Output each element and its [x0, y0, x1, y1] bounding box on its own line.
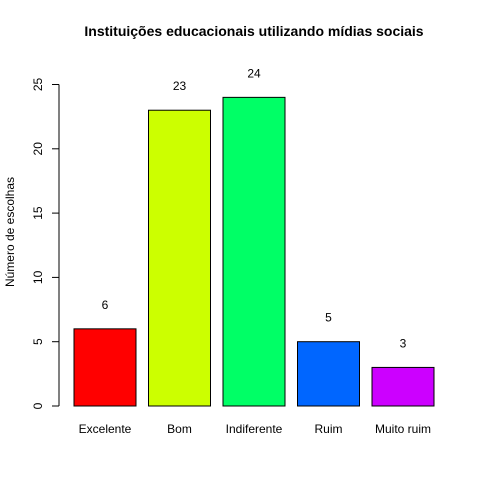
bar — [371, 366, 435, 407]
bar — [148, 109, 211, 407]
category-label: Muito ruim — [375, 422, 431, 436]
y-tick-label: 10 — [31, 270, 45, 284]
bar-value-label: 24 — [247, 66, 261, 80]
bar-value-label: 6 — [102, 298, 109, 312]
y-tick-label: 5 — [31, 338, 45, 345]
y-axis: 0 5 10 15 20 25 — [31, 78, 60, 409]
data-labels: 6 23 24 5 3 — [102, 66, 407, 350]
bar-value-label: 23 — [173, 79, 187, 93]
y-tick-label: 15 — [31, 206, 45, 220]
category-labels: Excelente Bom Indiferente Ruim Muito ruim — [79, 422, 431, 436]
category-label: Bom — [167, 422, 192, 436]
bar — [73, 328, 137, 407]
bar-value-label: 5 — [325, 311, 332, 325]
category-label: Excelente — [79, 422, 132, 436]
chart-title: Instituições educacionais utilizando míd… — [84, 23, 423, 39]
y-tick-label: 25 — [31, 78, 45, 92]
bars — [73, 96, 435, 407]
y-tick-label: 20 — [31, 142, 45, 156]
bar — [222, 96, 286, 407]
category-label: Indiferente — [226, 422, 283, 436]
bar-value-label: 3 — [400, 336, 407, 350]
bar — [297, 341, 360, 407]
y-tick-label: 0 — [31, 402, 45, 409]
y-axis-label: Número de escolhas — [3, 177, 17, 287]
category-label: Ruim — [314, 422, 342, 436]
